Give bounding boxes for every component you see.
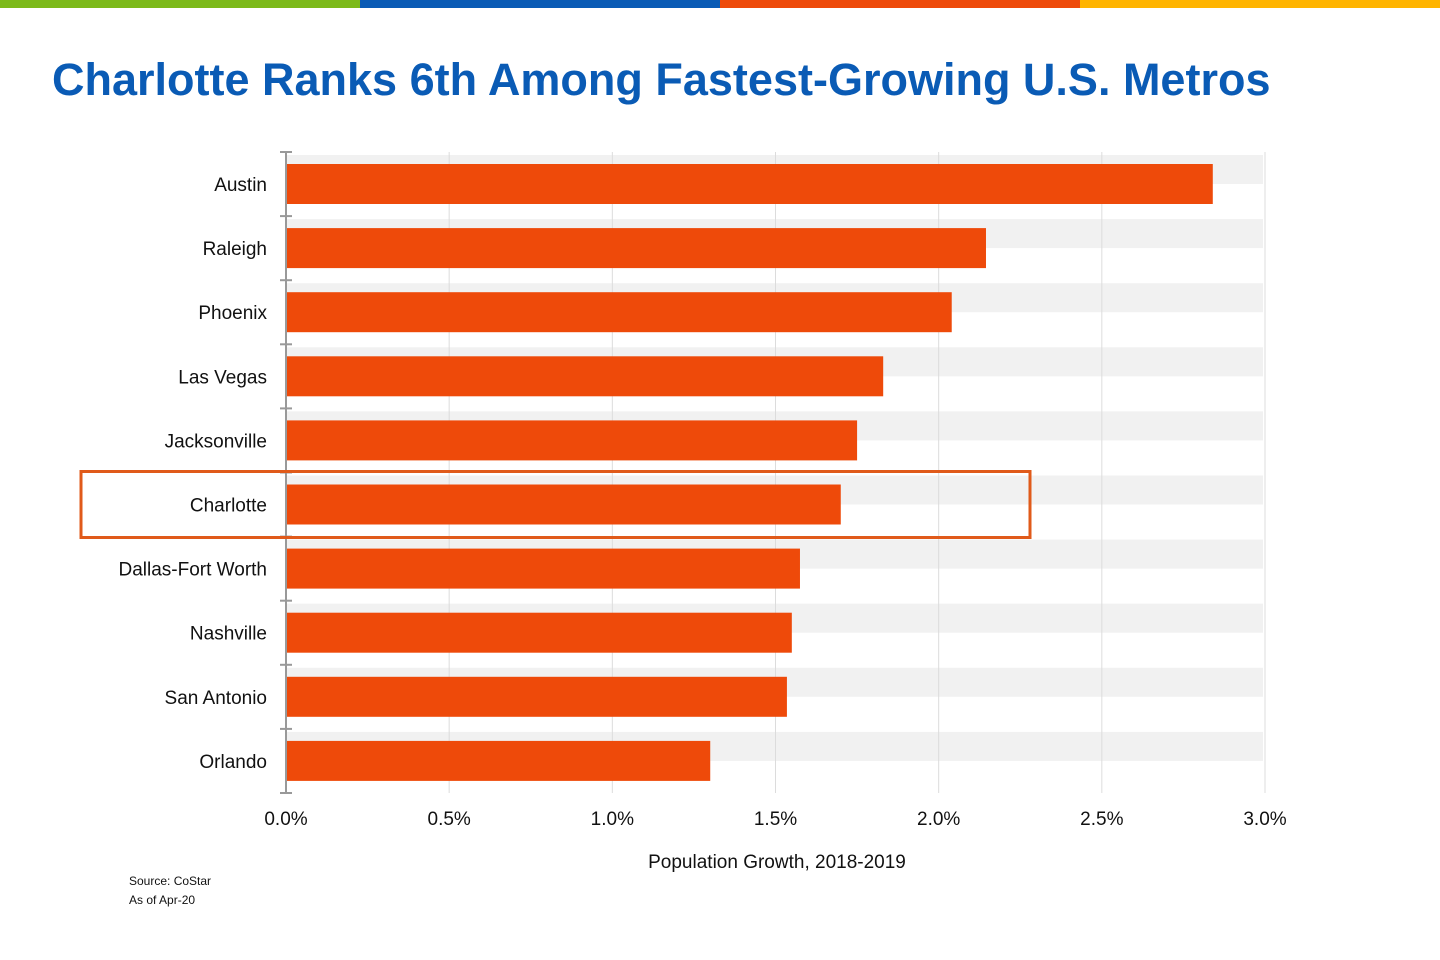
bar-las-vegas [286,356,884,397]
category-label: Raleigh [203,239,267,260]
stripe-blue [360,0,720,8]
x-tick-label: 3.0% [1243,809,1286,830]
stripe-orange [720,0,1080,8]
x-tick-label: 0.0% [264,809,307,830]
bar-austin [286,164,1213,204]
bar-orlando [286,740,711,781]
as-of-note: As of Apr-20 [129,893,196,907]
category-label: Orlando [199,752,267,773]
stripe-green [0,0,360,8]
x-tick-label: 1.0% [591,809,634,830]
page-title: Charlotte Ranks 6th Among Fastest-Growin… [52,54,1271,105]
category-label: Las Vegas [178,367,267,388]
bar-charlotte [286,484,841,525]
bar-san-antonio [286,676,787,717]
category-label: Jacksonville [165,431,267,452]
x-tick-label: 1.5% [754,809,797,830]
bar-phoenix [286,292,952,333]
highlight-box [79,470,1032,539]
stripe-yellow [1080,0,1440,8]
x-tick-label: 2.5% [1080,809,1123,830]
category-label: Nashville [190,624,267,645]
x-axis-title: Population Growth, 2018-2019 [648,852,906,873]
category-label: Charlotte [190,496,267,517]
category-label: Phoenix [198,303,267,324]
bar-nashville [286,612,792,653]
bar-jacksonville [286,420,858,461]
bar-raleigh [286,228,986,269]
x-tick-label: 0.5% [428,809,471,830]
category-label: Dallas-Fort Worth [118,560,267,581]
bar-dallas-fort-worth [286,548,800,589]
category-label: Austin [214,175,267,196]
category-label: San Antonio [165,688,267,709]
source-note: Source: CoStar [129,874,212,888]
x-tick-label: 2.0% [917,809,960,830]
